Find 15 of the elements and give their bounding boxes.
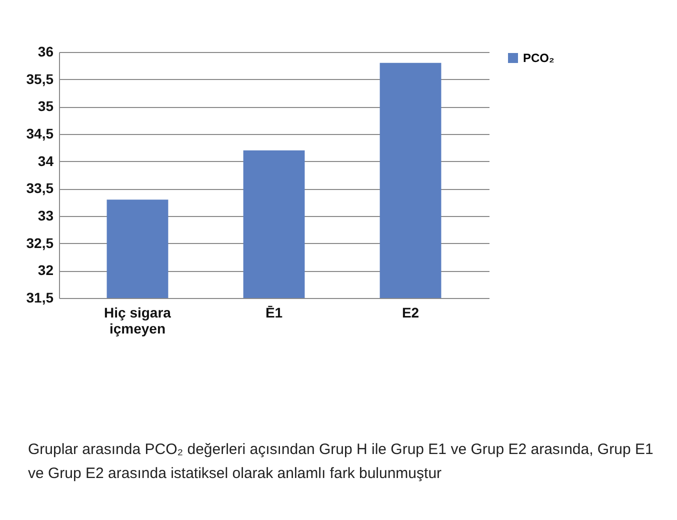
y-tick-label: 36 (38, 44, 54, 60)
y-tick-label: 32 (38, 262, 54, 278)
x-tick-label: Ē1 (265, 304, 283, 320)
y-tick-label: 34 (38, 152, 54, 169)
y-tick-label: 34,5 (26, 126, 54, 142)
y-tick-label: 31,5 (26, 290, 54, 306)
text: Gruplar arasında PCO₂ değerleri açısından Grup H ile Grup E1 ve Grup E2 arasında, Grup E1 ve Grup E2 arasında istatiksel olarak anlamlı fark bulunmuştur (28, 440, 654, 484)
y-tick-label: 35,5 (26, 70, 54, 87)
x-tick-label: Hiç sigara içmeyen (104, 304, 172, 336)
x-tick-label: E2 (402, 304, 420, 320)
legend-label: PCO₂ (523, 51, 554, 65)
y-tick-label: 33 (38, 208, 54, 224)
y-tick-label: 35 (38, 98, 54, 114)
y-tick-label: 32,5 (26, 234, 54, 251)
y-tick-label: 33,5 (26, 180, 54, 196)
